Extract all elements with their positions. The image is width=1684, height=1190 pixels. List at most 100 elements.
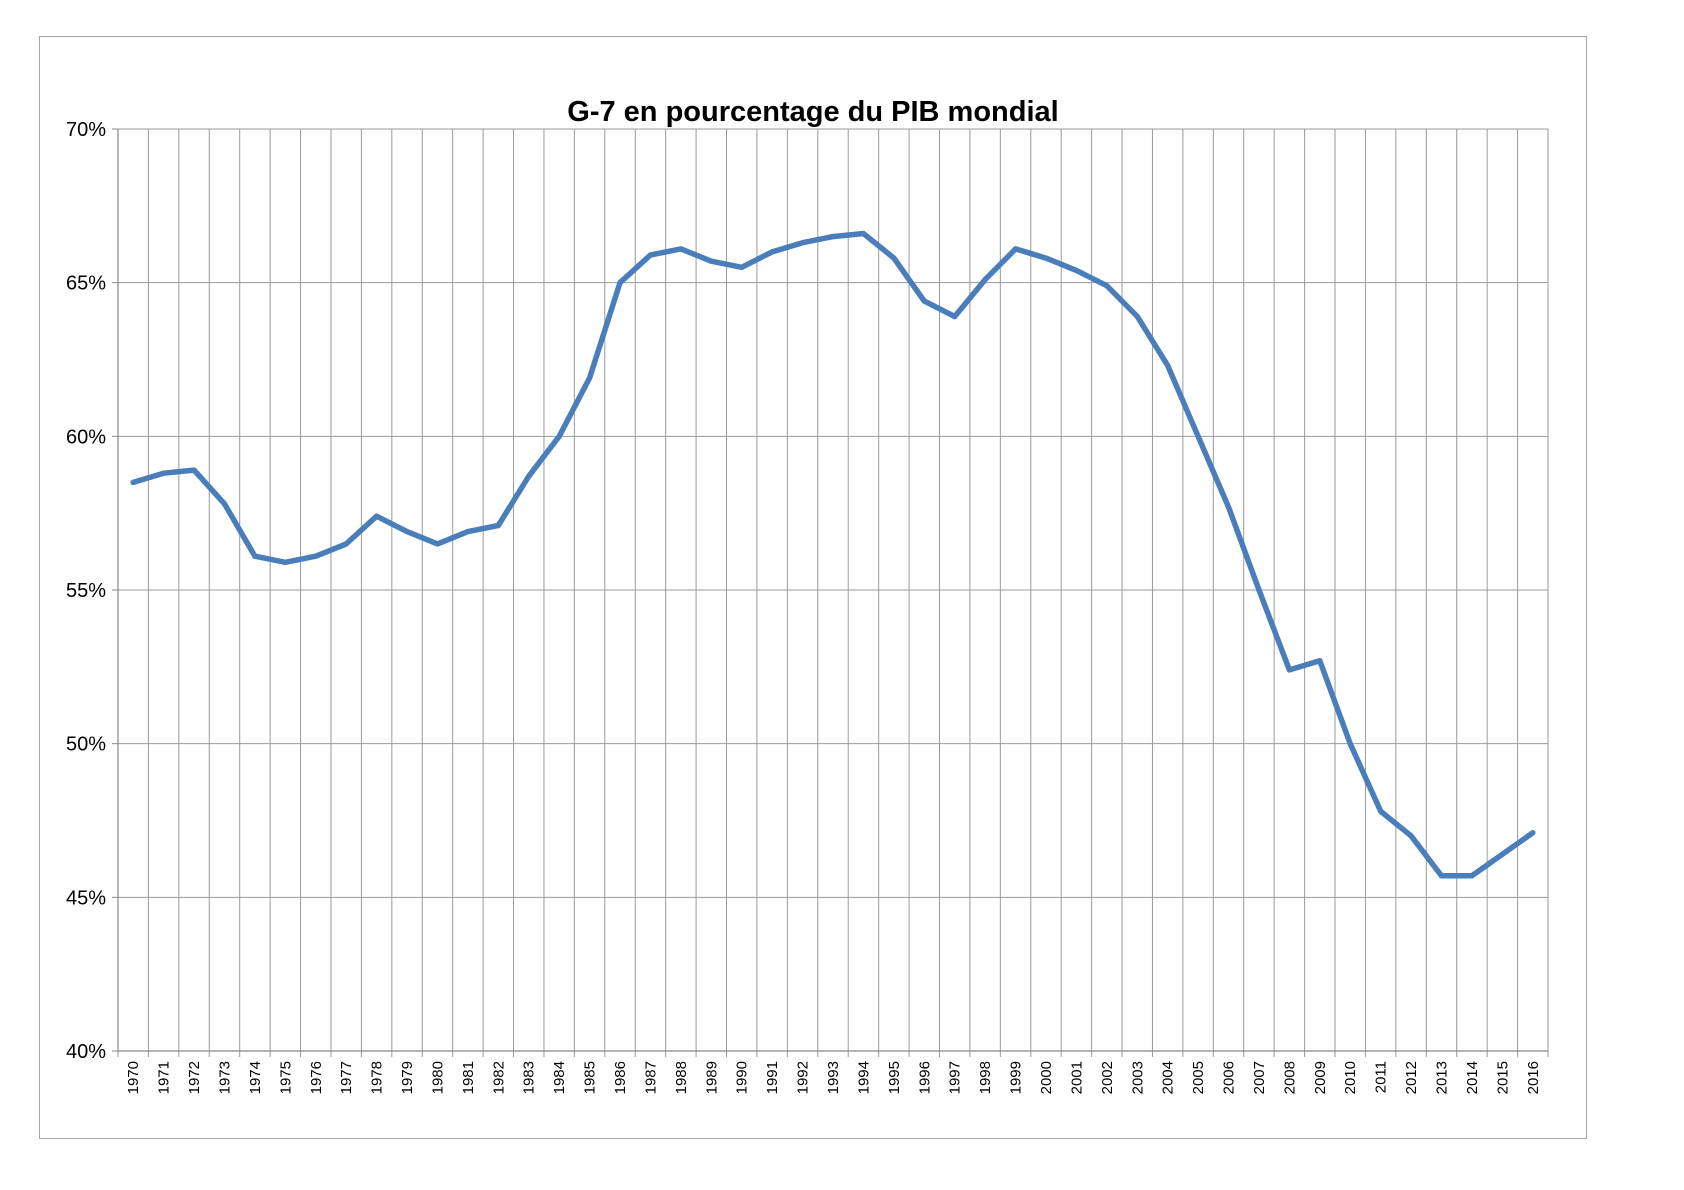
x-tick-label: 1972	[186, 1061, 203, 1094]
data-point	[769, 249, 775, 255]
series-line	[130, 230, 1536, 879]
chart-frame: G-7 en pourcentage du PIB mondial 40% 45%…	[39, 36, 1587, 1139]
data-point	[891, 255, 897, 261]
data-point	[1134, 313, 1140, 319]
y-tick-label: 50%	[66, 734, 106, 756]
data-point	[647, 252, 653, 258]
data-point	[130, 479, 136, 485]
x-tick-label: 2003	[1129, 1061, 1146, 1094]
data-point	[526, 473, 532, 479]
x-tick-label: 1977	[338, 1061, 355, 1094]
data-point	[1073, 267, 1079, 273]
x-tick-label: 1971	[156, 1061, 173, 1094]
x-tick-label: 1990	[734, 1061, 751, 1094]
data-point	[739, 264, 745, 270]
x-tick-label: 2002	[1099, 1061, 1116, 1094]
data-point	[708, 258, 714, 264]
x-tick-label: 1991	[764, 1061, 781, 1094]
x-tick-label: 2007	[1251, 1061, 1268, 1094]
data-point	[830, 234, 836, 240]
x-tick-label: 1980	[429, 1061, 446, 1094]
data-point	[1286, 667, 1292, 673]
data-point	[191, 467, 197, 473]
data-point	[252, 553, 258, 559]
x-tick-label: 2016	[1525, 1061, 1542, 1094]
data-point	[1378, 808, 1384, 814]
data-point	[556, 433, 562, 439]
axes	[112, 128, 1548, 1052]
x-tick-label: 2011	[1373, 1061, 1390, 1093]
x-tick-label: 2014	[1464, 1061, 1481, 1094]
x-tick-label: 1978	[369, 1061, 386, 1094]
x-tick-label: 2009	[1312, 1061, 1329, 1094]
data-point	[434, 541, 440, 547]
x-tick-label: 1979	[399, 1061, 416, 1094]
data-point	[1104, 283, 1110, 289]
data-point	[343, 541, 349, 547]
x-tick-label: 2006	[1221, 1061, 1238, 1094]
data-point	[1165, 363, 1171, 369]
data-point	[1043, 255, 1049, 261]
x-tick-label: 1985	[582, 1061, 599, 1094]
data-point	[1530, 830, 1536, 836]
data-point	[1439, 873, 1445, 879]
x-tick-label: 1982	[490, 1061, 507, 1094]
x-tick-label: 2010	[1342, 1061, 1359, 1094]
data-point	[952, 313, 958, 319]
data-point	[1499, 851, 1505, 857]
data-point	[161, 470, 167, 476]
data-point	[800, 240, 806, 246]
x-tick-label: 1994	[855, 1061, 872, 1094]
x-tick-label: 1987	[642, 1061, 659, 1094]
y-axis-ticks: 40% 45% 50% 55% 60% 65% 70%	[66, 119, 106, 1063]
x-tick-label: 2013	[1434, 1061, 1451, 1094]
data-point	[587, 375, 593, 381]
x-tick-label: 2004	[1160, 1061, 1177, 1094]
y-tick-label: 70%	[66, 119, 106, 141]
line-chart: G-7 en pourcentage du PIB mondial 40% 45%…	[66, 96, 1549, 1094]
y-tick-label: 65%	[66, 273, 106, 295]
x-tick-label: 1974	[247, 1061, 264, 1094]
data-point	[313, 553, 319, 559]
x-tick-label: 1999	[1008, 1061, 1025, 1094]
data-point	[1226, 504, 1232, 510]
x-tick-label: 1986	[612, 1061, 629, 1094]
data-point	[860, 230, 866, 236]
x-tick-label: 2015	[1494, 1061, 1511, 1094]
x-tick-label: 1995	[886, 1061, 903, 1094]
x-tick-label: 1983	[521, 1061, 538, 1094]
chart-title: G-7 en pourcentage du PIB mondial	[567, 96, 1058, 128]
data-point	[1013, 246, 1019, 252]
x-tick-label: 1970	[125, 1061, 142, 1094]
data-point	[678, 246, 684, 252]
x-tick-label: 1989	[703, 1061, 720, 1094]
x-tick-label: 1984	[551, 1061, 568, 1094]
data-point	[1469, 873, 1475, 879]
y-tick-label: 40%	[66, 1041, 106, 1063]
series-group	[130, 230, 1536, 879]
data-point	[374, 513, 380, 519]
data-point	[465, 529, 471, 535]
grid	[117, 128, 1549, 1057]
x-tick-label: 1992	[795, 1061, 812, 1094]
data-point	[221, 501, 227, 507]
x-tick-label: 2005	[1190, 1061, 1207, 1094]
data-point	[404, 529, 410, 535]
data-point	[1347, 741, 1353, 747]
data-point	[617, 280, 623, 286]
y-tick-label: 55%	[66, 580, 106, 602]
data-point	[495, 522, 501, 528]
y-tick-label: 60%	[66, 426, 106, 448]
x-tick-label: 1975	[277, 1061, 294, 1094]
x-tick-label: 2012	[1403, 1061, 1420, 1094]
x-tick-label: 1998	[977, 1061, 994, 1094]
x-tick-label: 1976	[308, 1061, 325, 1094]
x-axis-ticks: 1970 1971 1972 1973 1974 1975 1976 1977 1978 1979…	[125, 1061, 1542, 1094]
x-tick-label: 1997	[947, 1061, 964, 1094]
y-tick-label: 45%	[66, 887, 106, 909]
x-tick-label: 2000	[1038, 1061, 1055, 1094]
data-point	[1195, 433, 1201, 439]
x-tick-label: 2001	[1068, 1061, 1085, 1094]
x-tick-label: 1993	[825, 1061, 842, 1094]
data-point	[1317, 658, 1323, 664]
